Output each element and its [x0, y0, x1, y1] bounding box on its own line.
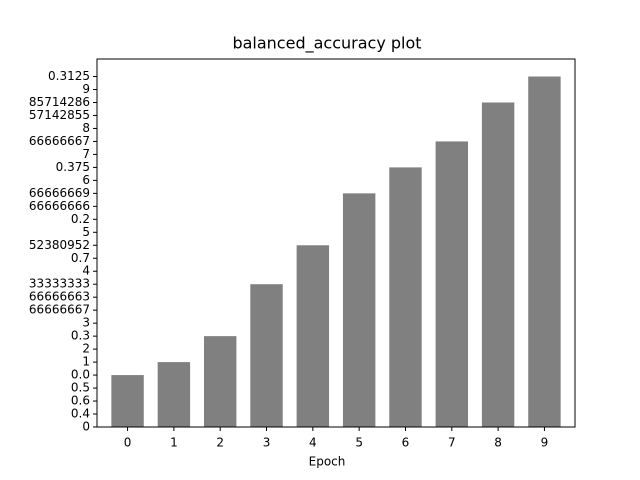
- x-axis-label: Epoch: [309, 455, 346, 469]
- plot-frame: [96, 58, 576, 428]
- bar: [481, 102, 515, 427]
- bar: [111, 375, 144, 427]
- chart-title: balanced_accuracy plot: [232, 34, 421, 54]
- bar: [435, 141, 469, 427]
- x-tick-label: 4: [309, 436, 317, 450]
- y-tick-label: 66666669: [29, 186, 90, 200]
- y-tick-label: 66666666: [29, 199, 90, 213]
- bar: [528, 76, 561, 428]
- bar: [203, 336, 237, 427]
- y-tick-label: 0.3: [71, 329, 90, 343]
- y-tick-label: 66666663: [29, 290, 90, 304]
- y-tick-label: 66666667: [29, 134, 90, 148]
- y-tick-label: 0.375: [56, 160, 90, 174]
- y-tick-label: 7: [82, 147, 90, 161]
- y-tick-label: 33333333: [29, 277, 90, 291]
- bar: [342, 193, 376, 427]
- y-tick-label: 6: [82, 173, 90, 187]
- x-tick-label: 3: [263, 436, 271, 450]
- y-tick-label: 0.7: [71, 251, 90, 265]
- y-tick-label: 52380952: [29, 238, 90, 252]
- y-tick-label: 85714286: [29, 95, 90, 109]
- y-tick-label: 0.2: [71, 212, 90, 226]
- y-tick-label: 0.0: [71, 368, 90, 382]
- y-tick-label: 0.6: [71, 394, 90, 408]
- bar: [389, 167, 422, 427]
- y-tick-label: 0.5: [71, 381, 90, 395]
- y-tick-label: 66666667: [29, 303, 90, 317]
- y-tick-label: 0: [82, 420, 90, 434]
- y-tick-label: 5: [82, 225, 90, 239]
- x-tick-label: 1: [170, 436, 178, 450]
- x-tick-label: 6: [402, 436, 410, 450]
- y-tick-label: 57142855: [29, 108, 90, 122]
- y-tick-label: 2: [82, 342, 90, 356]
- bar: [250, 284, 283, 427]
- y-tick-label: 0.3125: [48, 69, 90, 83]
- y-tick-label: 8: [82, 121, 90, 135]
- x-tick-label: 8: [494, 436, 502, 450]
- bar: [296, 245, 330, 427]
- y-tick-label: 0.4: [71, 407, 90, 421]
- bar: [157, 362, 191, 427]
- y-tick-label: 9: [82, 82, 90, 96]
- x-tick-label: 7: [448, 436, 456, 450]
- y-tick-label: 4: [82, 264, 90, 278]
- x-tick-label: 0: [124, 436, 132, 450]
- y-tick-label: 1: [82, 355, 90, 369]
- x-tick-label: 5: [355, 436, 363, 450]
- x-tick-label: 2: [216, 436, 224, 450]
- y-tick-label: 3: [82, 316, 90, 330]
- x-tick-label: 9: [541, 436, 549, 450]
